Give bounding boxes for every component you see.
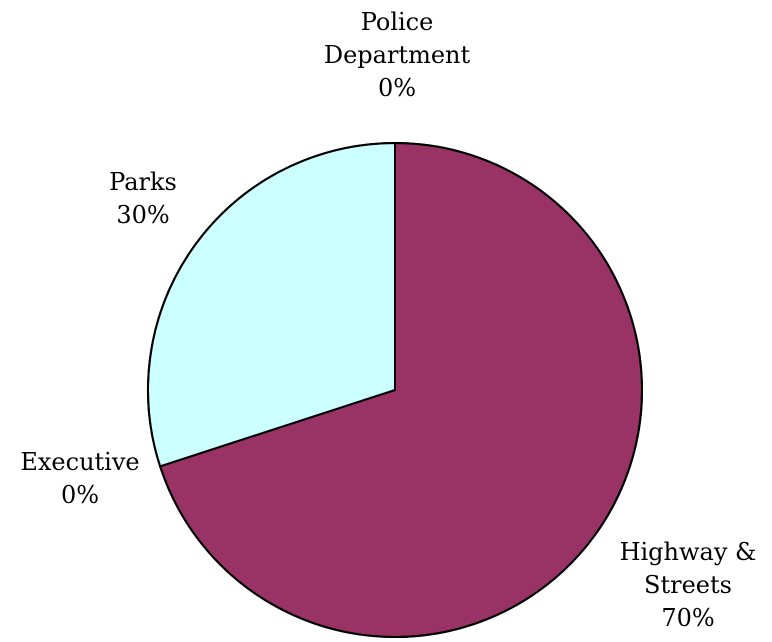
slice-label-police-department: Police Department 0%: [324, 8, 471, 102]
slice-label-parks: Parks 30%: [109, 168, 177, 229]
pie-outline: [147, 142, 643, 638]
slice-label-executive: Executive 0%: [20, 448, 139, 509]
slice-label-highway-streets: Highway & Streets 70%: [620, 538, 757, 632]
